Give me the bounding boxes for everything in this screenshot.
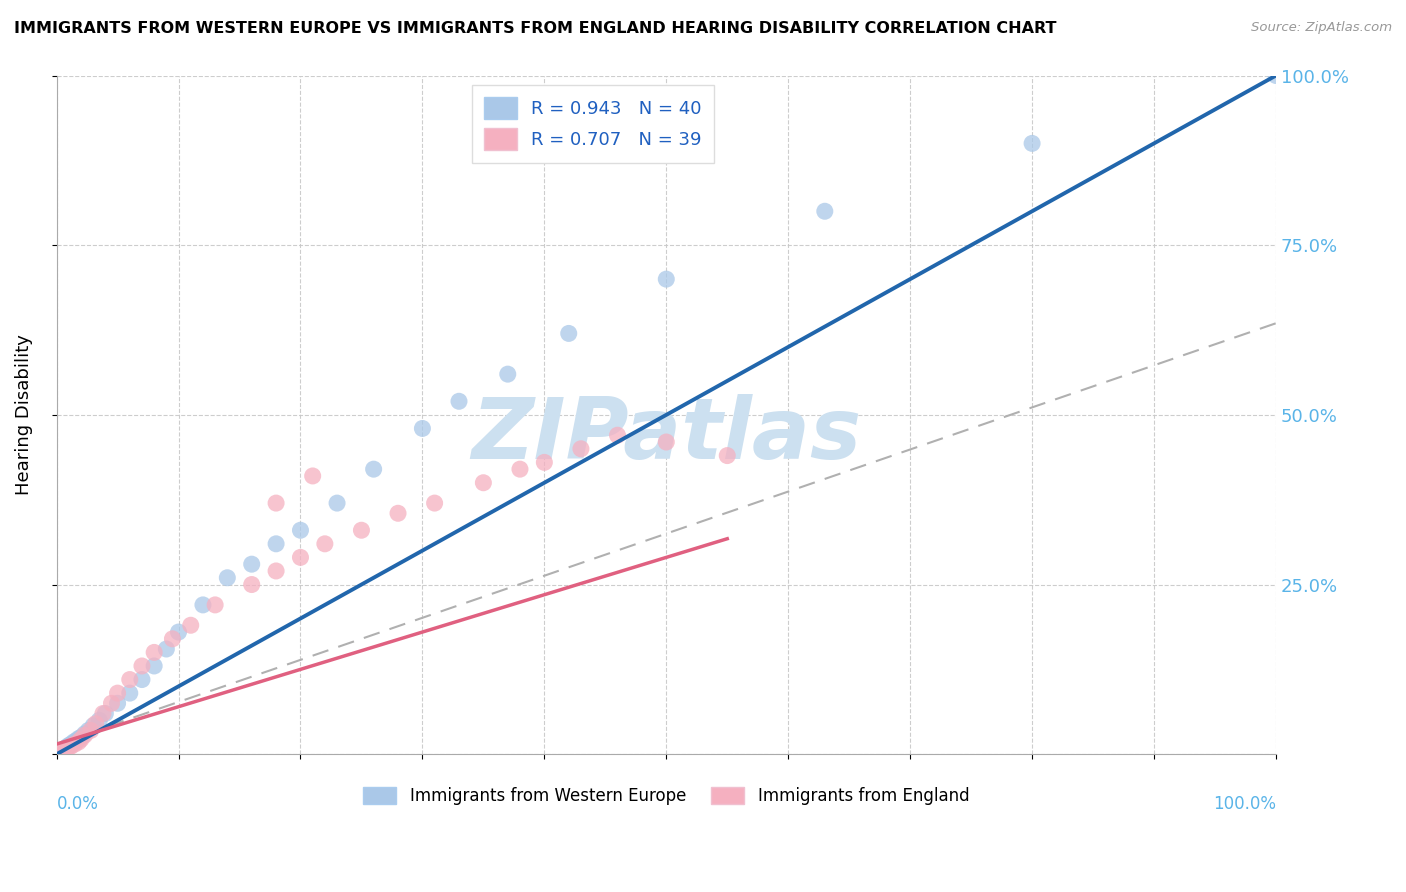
Point	[62, 735, 84, 749]
Point	[67, 735, 90, 749]
Point	[60, 739, 83, 753]
Point	[143, 645, 166, 659]
Point	[180, 618, 202, 632]
Point	[387, 506, 409, 520]
Point	[509, 462, 531, 476]
Point	[67, 731, 90, 746]
Point	[716, 449, 738, 463]
Point	[606, 428, 628, 442]
Point	[290, 550, 312, 565]
Point	[107, 686, 129, 700]
Point	[814, 204, 837, 219]
Point	[167, 625, 190, 640]
Point	[314, 537, 336, 551]
Point	[204, 598, 226, 612]
Point	[51, 744, 73, 758]
Point	[65, 733, 87, 747]
Point	[107, 696, 129, 710]
Point	[70, 731, 93, 745]
Point	[411, 421, 433, 435]
Point	[60, 737, 83, 751]
Text: ZIPatlas: ZIPatlas	[471, 393, 862, 476]
Point	[73, 727, 96, 741]
Point	[240, 557, 263, 571]
Text: 100.0%: 100.0%	[1213, 795, 1277, 813]
Legend: Immigrants from Western Europe, Immigrants from England: Immigrants from Western Europe, Immigran…	[354, 779, 977, 814]
Point	[350, 523, 373, 537]
Point	[118, 686, 141, 700]
Point	[447, 394, 470, 409]
Point	[240, 577, 263, 591]
Point	[533, 455, 555, 469]
Point	[48, 745, 70, 759]
Point	[264, 537, 287, 551]
Point	[55, 741, 77, 756]
Point	[52, 742, 75, 756]
Point	[49, 744, 72, 758]
Text: Source: ZipAtlas.com: Source: ZipAtlas.com	[1251, 21, 1392, 34]
Point	[496, 367, 519, 381]
Point	[52, 743, 75, 757]
Text: 0.0%: 0.0%	[56, 795, 98, 813]
Point	[264, 496, 287, 510]
Point	[91, 706, 114, 721]
Point	[48, 745, 70, 759]
Point	[70, 732, 93, 747]
Point	[63, 737, 86, 751]
Point	[51, 744, 73, 758]
Point	[100, 696, 122, 710]
Point	[423, 496, 446, 510]
Point	[84, 716, 107, 731]
Y-axis label: Hearing Disability: Hearing Disability	[15, 334, 32, 495]
Point	[472, 475, 495, 490]
Point	[53, 741, 76, 756]
Point	[80, 723, 103, 738]
Point	[82, 719, 104, 733]
Point	[655, 435, 678, 450]
Point	[290, 523, 312, 537]
Point	[217, 571, 239, 585]
Point	[77, 723, 100, 738]
Point	[326, 496, 349, 510]
Point	[655, 272, 678, 286]
Point	[1265, 69, 1288, 83]
Point	[89, 713, 111, 727]
Point	[162, 632, 184, 646]
Point	[55, 740, 77, 755]
Point	[58, 739, 80, 753]
Point	[301, 469, 323, 483]
Point	[73, 728, 96, 742]
Point	[1021, 136, 1043, 151]
Point	[118, 673, 141, 687]
Point	[569, 442, 592, 456]
Point	[558, 326, 581, 341]
Point	[49, 744, 72, 758]
Point	[131, 659, 153, 673]
Point	[94, 706, 117, 721]
Point	[56, 739, 79, 754]
Point	[58, 740, 80, 755]
Point	[363, 462, 385, 476]
Text: IMMIGRANTS FROM WESTERN EUROPE VS IMMIGRANTS FROM ENGLAND HEARING DISABILITY COR: IMMIGRANTS FROM WESTERN EUROPE VS IMMIGR…	[14, 21, 1056, 36]
Point	[131, 673, 153, 687]
Point	[143, 659, 166, 673]
Point	[52, 743, 75, 757]
Point	[155, 642, 177, 657]
Point	[191, 598, 214, 612]
Point	[52, 744, 75, 758]
Point	[264, 564, 287, 578]
